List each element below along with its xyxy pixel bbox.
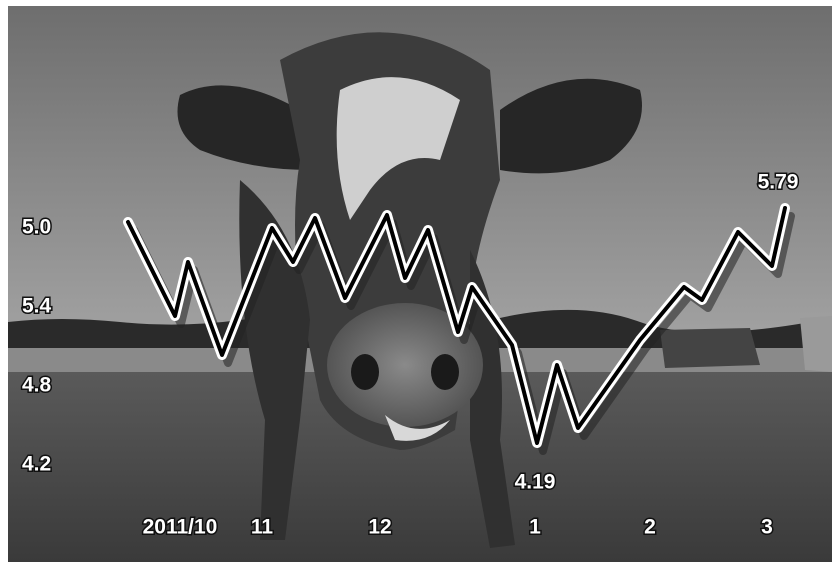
x-label: 3 [761, 516, 773, 539]
y-label: 5.0 [22, 216, 51, 239]
y-label: 5.4 [22, 295, 52, 318]
annotation: 5.79 [758, 171, 799, 194]
x-label: 1 [529, 516, 541, 539]
trend-line [123, 203, 795, 455]
x-label: 11 [251, 516, 274, 539]
x-label: 12 [368, 516, 391, 539]
photo [8, 6, 832, 562]
annotation: 4.19 [515, 471, 556, 494]
x-label: 2 [644, 516, 656, 539]
y-label: 4.8 [22, 374, 52, 397]
labels: 5.0 5.4 4.8 4.2 2011/10 11 12 1 2 3 5.79… [21, 169, 800, 540]
x-label: 2011/10 [143, 516, 218, 539]
y-label: 4.2 [22, 453, 51, 476]
